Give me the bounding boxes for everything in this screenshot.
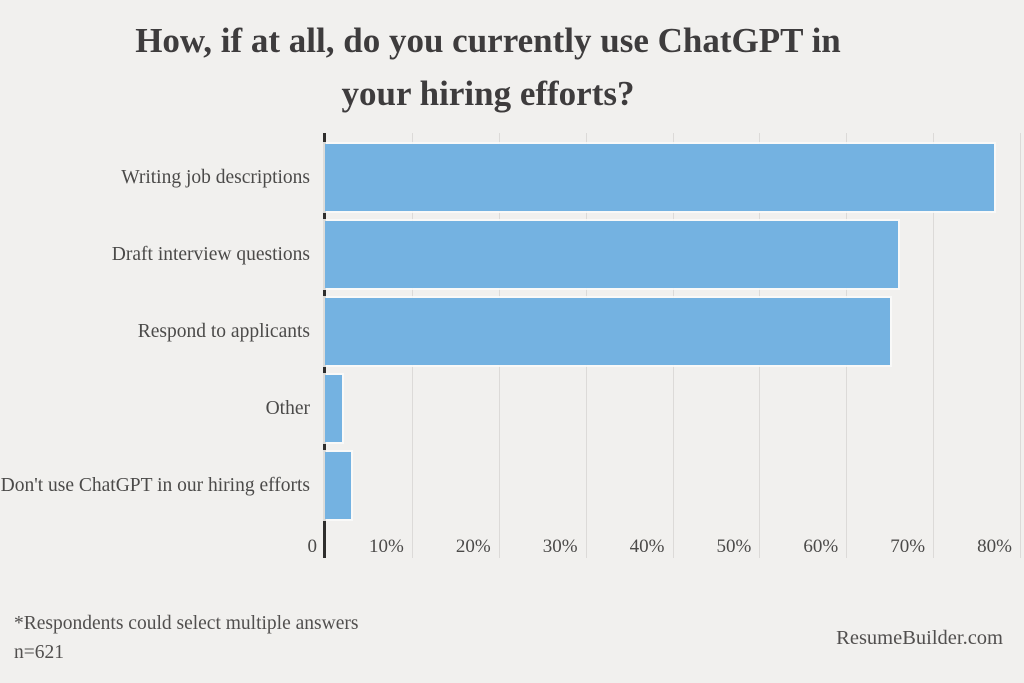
x-tick-label: 60%: [803, 536, 839, 557]
bar-track: [325, 216, 1024, 293]
x-tick-label: 20%: [455, 536, 491, 557]
footnote: *Respondents could select multiple answe…: [14, 609, 358, 667]
x-tick-label: 30%: [542, 536, 578, 557]
bar-2: [325, 221, 899, 288]
chart-title-line1: How, if at all, do you currently use Cha…: [135, 21, 841, 60]
x-tick-label: 50%: [716, 536, 752, 557]
bar-1: [325, 144, 994, 211]
brand-label: ResumeBuilder.com: [836, 627, 1003, 649]
chart-row: Respond to applicants: [0, 293, 1024, 370]
x-tick-label: 80%: [977, 536, 1012, 557]
bar-4: [325, 375, 343, 442]
chart-row: Don't use ChatGPT in our hiring efforts: [0, 447, 1024, 524]
category-label: Don't use ChatGPT in our hiring efforts: [0, 475, 310, 496]
x-axis-tick-labels: 0 10% 20% 30% 40% 50% 60% 70% 80%: [308, 534, 1024, 562]
chart-row: Draft interview questions: [0, 216, 1024, 293]
bar-track: [325, 139, 1024, 216]
bar-track: [325, 447, 1024, 524]
category-label: Writing job descriptions: [121, 167, 310, 188]
chart-title-line2: your hiring efforts?: [341, 74, 635, 113]
bar-track: [325, 370, 1024, 447]
category-label: Draft interview questions: [111, 244, 310, 265]
footnote-multiple-answers: *Respondents could select multiple answe…: [14, 613, 359, 634]
y-axis-line: [323, 133, 326, 558]
category-label: Respond to applicants: [137, 321, 310, 342]
gridline: [1020, 133, 1021, 558]
x-tick-label: 70%: [890, 536, 926, 557]
x-tick-label: 0: [307, 536, 318, 557]
x-tick-label: 10%: [369, 536, 404, 557]
footnote-sample-size: n=621: [14, 642, 64, 663]
chart-row: Other: [0, 370, 1024, 447]
bar-3: [325, 298, 890, 365]
gridline: [933, 133, 935, 558]
chart-row: Writing job descriptions: [0, 139, 1024, 216]
x-tick-label: 40%: [629, 536, 665, 557]
chart-title: How, if at all, do you currently use Cha…: [0, 14, 976, 120]
bar-rows: Writing job descriptions Draft interview …: [0, 139, 1024, 524]
category-label: Other: [265, 398, 310, 419]
bar-5: [325, 452, 352, 519]
bar-track: [325, 293, 1024, 370]
